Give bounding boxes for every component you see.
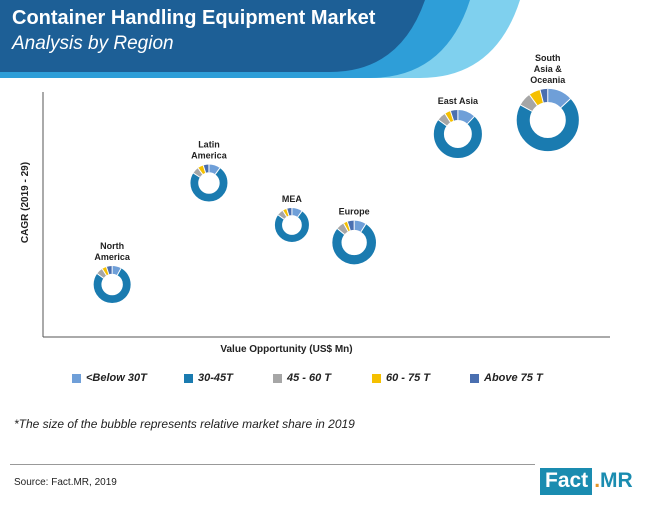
segment-separator xyxy=(277,214,285,220)
region-label: South Asia & Oceania xyxy=(530,53,566,85)
factmr-logo: Fact . MR xyxy=(540,466,633,496)
donut-segment xyxy=(516,88,579,152)
donut-segment xyxy=(332,220,376,265)
page-subtitle: Analysis by Region xyxy=(12,33,174,54)
segment-separator xyxy=(444,113,451,123)
segment-separator xyxy=(202,165,207,173)
segment-separator xyxy=(96,273,104,279)
segment-separator xyxy=(337,228,345,235)
segment-separator xyxy=(449,110,455,121)
legend-item: 60 - 75 T xyxy=(372,372,430,384)
legend-swatch xyxy=(372,373,381,383)
bubble-size-note: *The size of the bubble represents relat… xyxy=(14,417,355,431)
banner-dark-shape xyxy=(0,0,425,72)
donut-segment xyxy=(190,164,228,202)
segment-separator xyxy=(529,94,538,106)
x-axis-label: Value Opportunity (US$ Mn) xyxy=(220,344,352,355)
segment-separator xyxy=(297,210,303,218)
legend-item: 45 - 60 T xyxy=(273,372,331,384)
header-banner-shapes xyxy=(0,0,520,78)
segment-separator xyxy=(520,104,533,112)
legend-item: Above 75 T xyxy=(470,372,543,384)
legend-swatch xyxy=(273,373,282,383)
logo-fact-text: Fact xyxy=(540,467,593,495)
logo-mr-text: MR xyxy=(600,469,633,492)
segment-separator xyxy=(360,223,367,233)
region-label: Latin America xyxy=(191,140,228,161)
segment-separator xyxy=(346,221,351,231)
segment-separator xyxy=(282,210,288,217)
segment-separator xyxy=(116,268,122,276)
segment-separator xyxy=(101,268,107,276)
chart-legend: <Below 30T 30-45T 45 - 60 T 60 - 75 T Ab… xyxy=(72,372,592,388)
donut-segment xyxy=(93,265,131,303)
y-axis-label: CAGR (2019 - 29) xyxy=(20,162,31,243)
logo-dot-text: . xyxy=(594,469,601,492)
region-label: North America xyxy=(94,241,131,262)
header-banner: Container Handling Equipment Market Anal… xyxy=(0,0,650,78)
segment-separator xyxy=(197,167,204,175)
segment-separator xyxy=(286,208,290,216)
legend-label: Above 75 T xyxy=(484,372,543,384)
segment-separator xyxy=(343,223,349,232)
segment-separator xyxy=(105,266,110,275)
region-label: East Asia xyxy=(438,96,479,106)
legend-item: 30-45T xyxy=(184,372,233,384)
legend-swatch xyxy=(470,373,479,383)
segment-separator xyxy=(467,116,475,125)
donut-segment xyxy=(433,109,482,159)
segment-separator xyxy=(539,89,544,103)
legend-label: 30-45T xyxy=(198,372,233,384)
segment-separator xyxy=(214,167,221,175)
region-label: Europe xyxy=(339,207,370,217)
legend-swatch xyxy=(72,373,81,383)
region-label: MEA xyxy=(282,194,303,204)
legend-label: 60 - 75 T xyxy=(386,372,431,384)
legend-swatch xyxy=(184,373,193,383)
legend-label: <Below 30T xyxy=(86,372,147,384)
segment-separator xyxy=(560,98,571,109)
donut-segment xyxy=(274,207,309,243)
legend-item: <Below 30T xyxy=(72,372,147,384)
footer-divider xyxy=(10,464,535,465)
segment-separator xyxy=(193,172,201,178)
source-text: Source: Fact.MR, 2019 xyxy=(14,477,117,488)
page-title: Container Handling Equipment Market xyxy=(12,7,376,29)
legend-label: 45 - 60 T xyxy=(287,372,332,384)
segment-separator xyxy=(438,119,447,127)
